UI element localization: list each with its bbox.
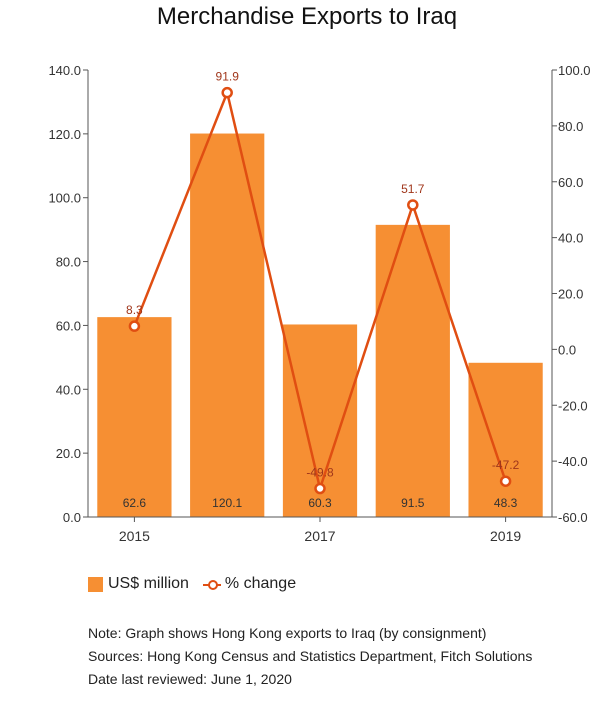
right-tick-label: -20.0	[558, 398, 588, 413]
left-tick-label: 40.0	[56, 382, 81, 397]
left-tick-label: 0.0	[63, 510, 81, 525]
line-value-label: -49.8	[306, 466, 334, 480]
right-tick-label: 0.0	[558, 342, 576, 357]
bar-series: 62.6 120.1 60.3 91.5 48.3	[97, 133, 543, 518]
bar	[375, 224, 450, 517]
combo-chart: 0.0 20.0 40.0 60.0 80.0 100.0 120.0 140.0 -60.0…	[48, 63, 591, 544]
line-value-label: 91.9	[216, 70, 240, 84]
bar-legend-swatch	[88, 576, 103, 592]
source-line: Sources: Hong Kong Census and Statistics…	[88, 648, 533, 664]
x-axis: 2015 2017 2019	[88, 516, 552, 544]
bar-value-label: 60.3	[308, 496, 332, 510]
right-tick-label: 100.0	[558, 63, 591, 78]
line-value-label: 51.7	[401, 182, 425, 196]
left-tick-label: 140.0	[48, 63, 81, 78]
left-tick-label: 120.0	[48, 127, 81, 142]
right-tick-label: 20.0	[558, 287, 583, 302]
line-legend-icon	[202, 577, 221, 592]
right-tick-label: 40.0	[558, 231, 583, 246]
bar	[190, 133, 265, 518]
bar	[97, 317, 172, 517]
left-tick-label: 100.0	[48, 191, 81, 206]
right-tick-label: -60.0	[558, 510, 588, 525]
right-tick-label: 80.0	[558, 119, 583, 134]
right-tick-label: 60.0	[558, 175, 583, 190]
right-tick-label: -40.0	[558, 454, 588, 469]
chart-title: Merchandise Exports to Iraq	[156, 3, 458, 30]
line-point	[314, 482, 326, 495]
right-y-axis: -60.0 -40.0 -20.0 0.0 20.0 40.0 60.0 80.0 100.0	[551, 63, 591, 525]
bar-value-label: 62.6	[123, 496, 147, 510]
note-line: Note: Graph shows Hong Kong exports to I…	[88, 625, 487, 641]
left-tick-label: 60.0	[56, 318, 81, 333]
bar-value-label: 91.5	[401, 496, 425, 510]
line-value-label: -47.2	[492, 458, 520, 472]
bar-value-label: 120.1	[212, 496, 242, 510]
line-point	[128, 320, 141, 332]
left-tick-label: 20.0	[56, 446, 81, 461]
line-point	[221, 86, 233, 99]
line-series: 8.3 91.9 -49.8 51.7 -47.2	[126, 70, 520, 495]
left-tick-label: 80.0	[56, 255, 81, 270]
bar	[468, 362, 543, 517]
notes: Note: Graph shows Hong Kong exports to I…	[88, 622, 532, 691]
bar-value-label: 48.3	[494, 496, 518, 510]
line-legend-label: % change	[224, 575, 297, 592]
date-reviewed-line: Date last reviewed: June 1, 2020	[88, 671, 292, 687]
legend: US$ million % change	[88, 575, 296, 593]
line-point	[499, 475, 512, 487]
line-value-label: 8.3	[126, 303, 143, 317]
x-tick-label: 2017	[304, 528, 335, 544]
line-point	[407, 199, 419, 211]
x-tick-label: 2019	[490, 528, 521, 544]
bar-legend-label: US$ million	[108, 575, 189, 592]
left-y-axis: 0.0 20.0 40.0 60.0 80.0 100.0 120.0 140.0	[48, 63, 89, 525]
x-tick-label: 2015	[119, 528, 150, 544]
